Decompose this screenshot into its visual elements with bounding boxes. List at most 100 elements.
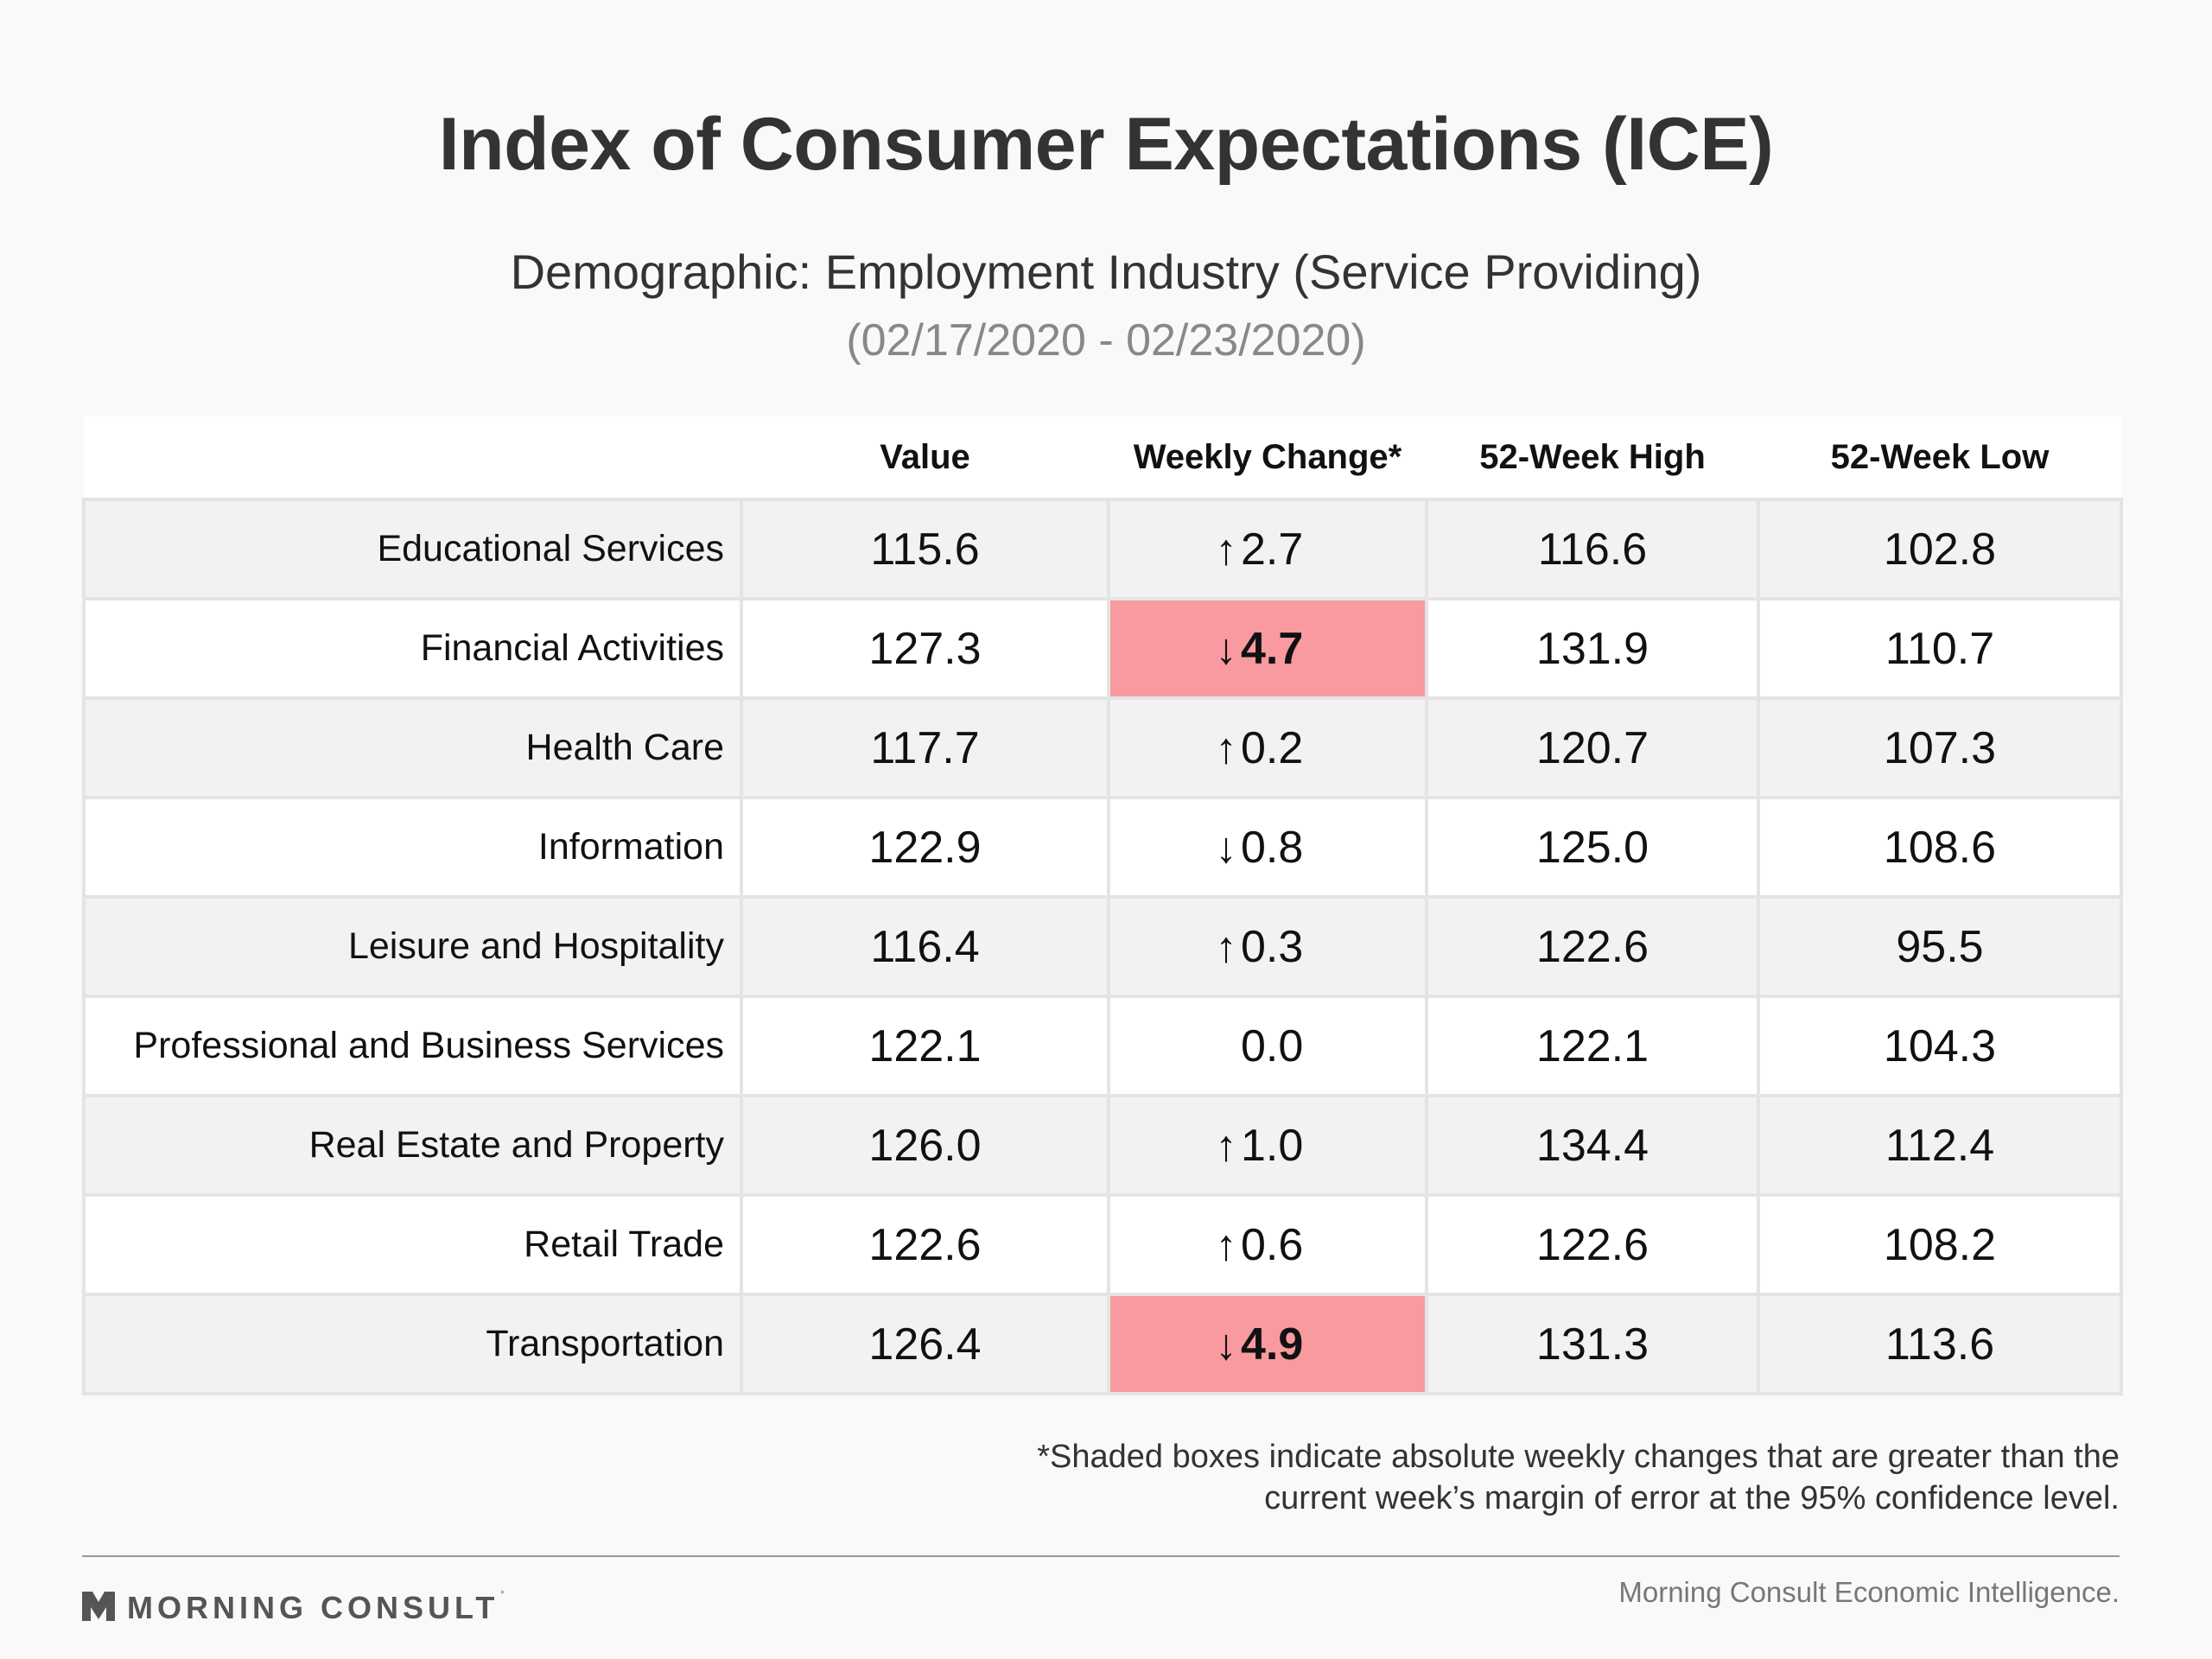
52-week-low-cell: 110.7 — [1757, 597, 2123, 700]
value-cell: 117.7 — [740, 696, 1110, 799]
52-week-high-cell: 134.4 — [1425, 1094, 1760, 1197]
table-row: Real Estate and Property 126.0 ↑1.0 134.4 11… — [82, 1094, 2123, 1197]
52-week-low-cell: 113.6 — [1757, 1293, 2123, 1395]
table-row: Professional and Business Services 122.1 0… — [82, 995, 2123, 1097]
weekly-change-content: ↓4.9 — [1211, 1319, 1324, 1370]
table-header-row: Value Weekly Change* 52-Week High 52-Wee… — [84, 416, 2121, 499]
column-header-52-week-low: 52-Week Low — [1758, 416, 2121, 499]
row-label: Health Care — [82, 696, 743, 799]
table-body: Educational Services 115.6 ↑2.7 116.6 102.8 F… — [82, 498, 2123, 1395]
arrow-down-icon: ↓ — [1215, 823, 1237, 872]
row-label: Real Estate and Property — [82, 1094, 743, 1197]
table-row: Information 122.9 ↓0.8 125.0 108.6 — [82, 796, 2123, 899]
52-week-high-cell: 125.0 — [1425, 796, 1760, 899]
weekly-change-content: ↑0.2 — [1211, 722, 1324, 774]
row-label: Educational Services — [82, 498, 743, 601]
footnote: *Shaded boxes indicate absolute weekly c… — [737, 1436, 2120, 1519]
row-label: Professional and Business Services — [82, 995, 743, 1097]
row-label: Retail Trade — [82, 1193, 743, 1296]
weekly-change-value: 1.0 — [1241, 1120, 1304, 1171]
value-cell: 127.3 — [740, 597, 1110, 700]
morning-consult-logo-icon — [82, 1591, 115, 1625]
weekly-change-content: ↑2.7 — [1211, 524, 1324, 575]
weekly-change-cell: ↓0.8 — [1107, 796, 1428, 899]
column-header-weekly-change: Weekly Change* — [1109, 416, 1427, 499]
column-header-category — [84, 416, 741, 499]
weekly-change-value: 0.2 — [1241, 722, 1304, 773]
arrow-up-icon: ↑ — [1215, 524, 1237, 574]
value-cell: 126.0 — [740, 1094, 1110, 1197]
52-week-high-cell: 131.9 — [1425, 597, 1760, 700]
weekly-change-content: ↑1.0 — [1211, 1120, 1324, 1172]
weekly-change-cell: ↓4.9 — [1107, 1293, 1428, 1395]
arrow-down-icon: ↓ — [1215, 1319, 1237, 1369]
table-row: Financial Activities 127.3 ↓4.7 131.9 110.7 — [82, 597, 2123, 700]
52-week-high-cell: 122.6 — [1425, 895, 1760, 998]
weekly-change-value: 0.0 — [1241, 1020, 1304, 1071]
weekly-change-value: 0.3 — [1241, 921, 1304, 972]
arrow-up-icon: ↑ — [1215, 1220, 1237, 1269]
table-row: Transportation 126.4 ↓4.9 131.3 113.6 — [82, 1293, 2123, 1395]
weekly-change-value: 4.7 — [1241, 623, 1304, 674]
value-cell: 122.1 — [740, 995, 1110, 1097]
brand-name: MORNING CONSULT ° — [127, 1590, 509, 1625]
value-cell: 126.4 — [740, 1293, 1110, 1395]
weekly-change-cell: ↑0.6 — [1107, 1193, 1428, 1296]
row-label: Leisure and Hospitality — [82, 895, 743, 998]
table-row: Educational Services 115.6 ↑2.7 116.6 102.8 — [82, 498, 2123, 601]
arrow-down-icon: ↓ — [1215, 624, 1237, 673]
arrow-up-icon: ↑ — [1215, 723, 1237, 772]
52-week-high-cell: 122.1 — [1425, 995, 1760, 1097]
52-week-high-cell: 116.6 — [1425, 498, 1760, 601]
date-range: (02/17/2020 - 02/23/2020) — [846, 315, 1366, 365]
table-row: Health Care 117.7 ↑0.2 120.7 107.3 — [82, 696, 2123, 799]
footer-divider — [82, 1555, 2120, 1557]
value-cell: 116.4 — [740, 895, 1110, 998]
weekly-change-content: ↑0.6 — [1211, 1219, 1324, 1271]
source-credit: Morning Consult Economic Intelligence. — [1618, 1576, 2120, 1608]
weekly-change-cell: ↑1.0 — [1107, 1094, 1428, 1197]
weekly-change-cell: ↑0.3 — [1107, 895, 1428, 998]
value-cell: 122.6 — [740, 1193, 1110, 1296]
footnote-line-1: *Shaded boxes indicate absolute weekly c… — [1037, 1439, 2120, 1475]
weekly-change-cell: ↑2.7 — [1107, 498, 1428, 601]
52-week-high-cell: 122.6 — [1425, 1193, 1760, 1296]
row-label: Financial Activities — [82, 597, 743, 700]
weekly-change-content: 0.0 — [1211, 1020, 1324, 1072]
brand-mark: ° — [500, 1590, 509, 1599]
weekly-change-content: ↓4.7 — [1211, 623, 1324, 675]
row-label: Transportation — [82, 1293, 743, 1395]
weekly-change-cell: ↓4.7 — [1107, 597, 1428, 700]
weekly-change-cell: 0.0 — [1107, 995, 1428, 1097]
weekly-change-content: ↓0.8 — [1211, 822, 1324, 874]
52-week-high-cell: 120.7 — [1425, 696, 1760, 799]
column-header-52-week-high: 52-Week High — [1427, 416, 1758, 499]
52-week-low-cell: 107.3 — [1757, 696, 2123, 799]
value-cell: 115.6 — [740, 498, 1110, 601]
arrow-up-icon: ↑ — [1215, 922, 1237, 971]
weekly-change-content: ↑0.3 — [1211, 921, 1324, 973]
row-label: Information — [82, 796, 743, 899]
52-week-high-cell: 131.3 — [1425, 1293, 1760, 1395]
52-week-low-cell: 112.4 — [1757, 1094, 2123, 1197]
table-row: Retail Trade 122.6 ↑0.6 122.6 108.2 — [82, 1193, 2123, 1296]
weekly-change-cell: ↑0.2 — [1107, 696, 1428, 799]
weekly-change-value: 0.8 — [1241, 822, 1304, 873]
chart-title: Index of Consumer Expectations (ICE) — [438, 103, 1774, 186]
chart-subtitle: Demographic: Employment Industry (Servic… — [510, 245, 1702, 299]
weekly-change-value: 2.7 — [1241, 524, 1304, 575]
value-cell: 122.9 — [740, 796, 1110, 899]
52-week-low-cell: 108.2 — [1757, 1193, 2123, 1296]
arrow-up-icon: ↑ — [1215, 1121, 1237, 1170]
52-week-low-cell: 102.8 — [1757, 498, 2123, 601]
weekly-change-value: 4.9 — [1241, 1319, 1304, 1370]
column-header-value: Value — [741, 416, 1109, 499]
ice-table: Value Weekly Change* 52-Week High 52-Wee… — [82, 416, 2123, 1395]
brand-logo: MORNING CONSULT ° — [82, 1586, 508, 1630]
52-week-low-cell: 108.6 — [1757, 796, 2123, 899]
52-week-low-cell: 104.3 — [1757, 995, 2123, 1097]
table-row: Leisure and Hospitality 116.4 ↑0.3 122.6 95.… — [82, 895, 2123, 998]
52-week-low-cell: 95.5 — [1757, 895, 2123, 998]
weekly-change-value: 0.6 — [1241, 1219, 1304, 1270]
footnote-line-2: current week’s margin of error at the 95… — [1264, 1480, 2120, 1516]
